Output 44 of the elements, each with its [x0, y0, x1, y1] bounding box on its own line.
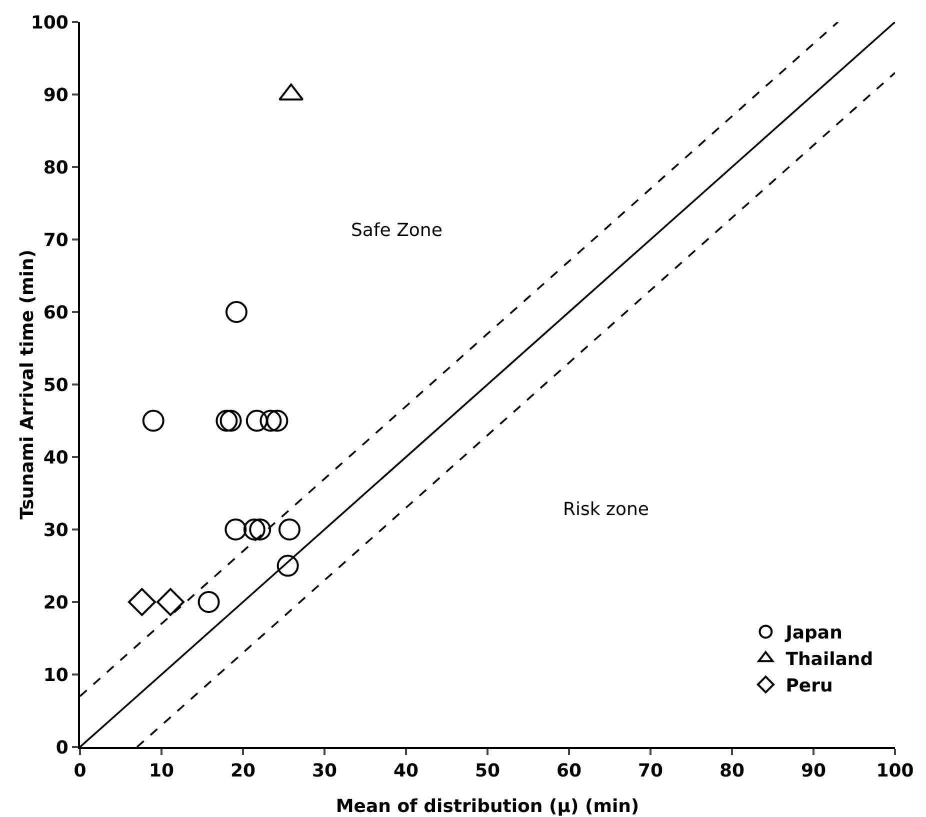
y-tick-label: 90: [43, 84, 68, 106]
y-tick-label: 60: [43, 302, 68, 324]
y-tick-label: 20: [43, 592, 68, 614]
x-tick-label: 80: [719, 760, 745, 782]
y-tick-label: 10: [43, 664, 68, 686]
x-tick-label: 40: [393, 760, 419, 782]
y-tick-label: 50: [43, 374, 68, 396]
x-tick-label: 50: [474, 760, 500, 782]
x-tick-label: 70: [638, 760, 664, 782]
y-tick-label: 70: [43, 230, 68, 251]
point: [260, 410, 282, 432]
annotation: Safe Zone: [351, 220, 442, 241]
y-tick-label: 0: [56, 737, 68, 758]
point: [246, 410, 268, 432]
point: [156, 588, 184, 616]
y-tick-label: 40: [43, 447, 68, 468]
x-tick-label: 90: [800, 760, 826, 782]
point: [243, 518, 266, 540]
y-tick-label: 100: [30, 12, 68, 34]
x-tick-label: 60: [556, 760, 582, 782]
x-tick-label: 0: [74, 760, 86, 782]
point: [276, 554, 299, 577]
point: [225, 301, 248, 323]
legend-label: Peru: [786, 676, 833, 697]
point: [128, 588, 156, 616]
point: [142, 410, 164, 432]
x-tick-label: 10: [148, 760, 174, 782]
point: [249, 518, 272, 540]
y-tick-label: 80: [43, 157, 68, 178]
point: [224, 518, 247, 540]
legend-label: Japan: [784, 622, 842, 644]
legend-label: Thailand: [786, 649, 874, 670]
x-tick-label: 20: [230, 760, 256, 782]
y-axis-title: Tsunami Arrival time (min): [17, 250, 38, 520]
point: [266, 410, 288, 432]
point: [198, 591, 220, 613]
x-axis-title: Mean of distribution (μ) (min): [336, 796, 640, 817]
x-tick-label: 30: [312, 760, 338, 782]
x-tick-label: 100: [876, 760, 914, 782]
point: [220, 410, 242, 432]
annotation: Risk zone: [563, 499, 649, 520]
point: [278, 518, 300, 540]
point: [216, 410, 238, 432]
y-tick-label: 30: [43, 520, 68, 541]
